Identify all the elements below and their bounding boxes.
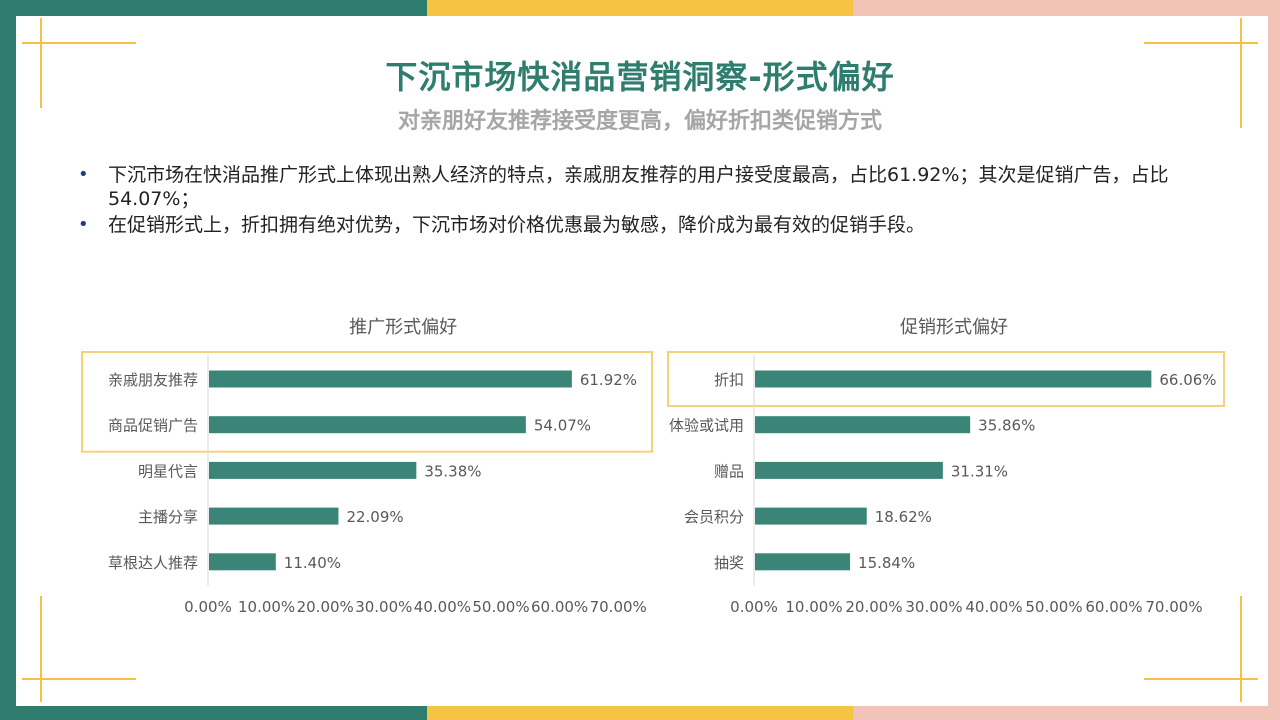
category-label: 商品促销广告: [108, 417, 198, 435]
x-tick-label: 40.00%: [965, 598, 1022, 616]
insight-item: • 下沉市场在快消品推广形式上体现出熟人经济的特点，亲戚朋友推荐的用户接受度最高…: [76, 163, 1216, 211]
bar: [209, 461, 417, 479]
x-tick-label: 50.00%: [472, 598, 529, 616]
bar: [209, 507, 339, 525]
promotion-form-chart: 推广形式偏好亲戚朋友推荐 61.92% 商品促销广告 54.07% 明星代言 35.38%…: [60, 300, 660, 630]
corner-line: [40, 596, 42, 702]
bar: [209, 370, 572, 388]
category-label: 草根达人推荐: [108, 554, 198, 572]
value-label: 35.86%: [978, 417, 1035, 435]
category-label: 明星代言: [138, 462, 198, 480]
value-label: 31.31%: [951, 462, 1008, 480]
left-frame-bar: [0, 0, 16, 720]
value-label: 18.62%: [875, 508, 932, 526]
category-label: 亲戚朋友推荐: [108, 371, 198, 389]
frame-segment-yellow: [426, 0, 854, 16]
x-tick-label: 10.00%: [238, 598, 295, 616]
corner-line: [40, 18, 42, 108]
bar: [755, 507, 867, 525]
insight-list: • 下沉市场在快消品推广形式上体现出熟人经济的特点，亲戚朋友推荐的用户接受度最高…: [76, 163, 1216, 239]
frame-segment-green: [0, 0, 427, 16]
chart-title: 促销形式偏好: [900, 317, 1008, 338]
x-tick-label: 30.00%: [905, 598, 962, 616]
highlight-box: [667, 351, 1225, 407]
x-tick-label: 20.00%: [297, 598, 354, 616]
x-tick-label: 70.00%: [590, 598, 647, 616]
corner-line: [1144, 678, 1258, 680]
sales-promotion-chart: 促销形式偏好折扣 66.06% 体验或试用 35.86% 赠品 31.31% 会员积分 18.…: [640, 300, 1240, 630]
bar: [209, 553, 276, 571]
insight-item: • 在促销形式上，折扣拥有绝对优势，下沉市场对价格优惠最为敏感，降价成为最有效的…: [76, 213, 1216, 237]
x-tick-label: 60.00%: [1085, 598, 1142, 616]
bullet-dot-icon: •: [78, 214, 89, 235]
right-frame-bar: [1268, 0, 1280, 720]
category-label: 主播分享: [138, 508, 198, 526]
x-tick-label: 0.00%: [730, 598, 778, 616]
value-label: 15.84%: [858, 554, 915, 572]
chart-title: 推广形式偏好: [349, 317, 457, 338]
x-tick-label: 60.00%: [531, 598, 588, 616]
category-label: 会员积分: [684, 508, 744, 526]
page-subtitle: 对亲朋好友推荐接受度更高，偏好折扣类促销方式: [397, 109, 882, 134]
top-frame-bar: [0, 0, 1280, 16]
bar: [209, 416, 526, 434]
corner-line: [22, 678, 136, 680]
x-tick-label: 70.00%: [1145, 598, 1202, 616]
bottom-frame-bar: [0, 706, 1280, 720]
corner-line: [22, 42, 136, 44]
value-label: 61.92%: [580, 371, 637, 389]
x-tick-label: 30.00%: [355, 598, 412, 616]
x-tick-label: 40.00%: [414, 598, 471, 616]
x-tick-label: 20.00%: [845, 598, 902, 616]
bar: [755, 370, 1152, 388]
frame-segment-pink: [853, 0, 1280, 16]
bar: [755, 461, 943, 479]
category-label: 体验或试用: [669, 417, 744, 435]
insight-text: 下沉市场在快消品推广形式上体现出熟人经济的特点，亲戚朋友推荐的用户接受度最高，占…: [108, 164, 1169, 210]
bar: [755, 416, 971, 434]
page-title: 下沉市场快消品营销洞察-形式偏好: [385, 58, 895, 96]
value-label: 22.09%: [346, 508, 403, 526]
category-label: 赠品: [714, 462, 744, 480]
corner-line: [1144, 42, 1258, 44]
frame-segment-yellow: [426, 706, 854, 720]
frame-segment-pink: [853, 706, 1280, 720]
insight-text: 在促销形式上，折扣拥有绝对优势，下沉市场对价格优惠最为敏感，降价成为最有效的促销…: [108, 214, 926, 236]
x-tick-label: 50.00%: [1025, 598, 1082, 616]
bullet-dot-icon: •: [78, 164, 89, 185]
category-label: 折扣: [714, 371, 744, 389]
value-label: 11.40%: [284, 554, 341, 572]
highlight-box: [81, 351, 653, 453]
x-tick-label: 0.00%: [184, 598, 232, 616]
bar: [755, 553, 851, 571]
x-tick-label: 10.00%: [785, 598, 842, 616]
value-label: 54.07%: [534, 417, 591, 435]
value-label: 66.06%: [1159, 371, 1216, 389]
corner-line: [1240, 596, 1242, 702]
category-label: 抽奖: [714, 554, 744, 572]
value-label: 35.38%: [424, 462, 481, 480]
corner-line: [1240, 18, 1242, 128]
frame-segment-green: [0, 706, 427, 720]
